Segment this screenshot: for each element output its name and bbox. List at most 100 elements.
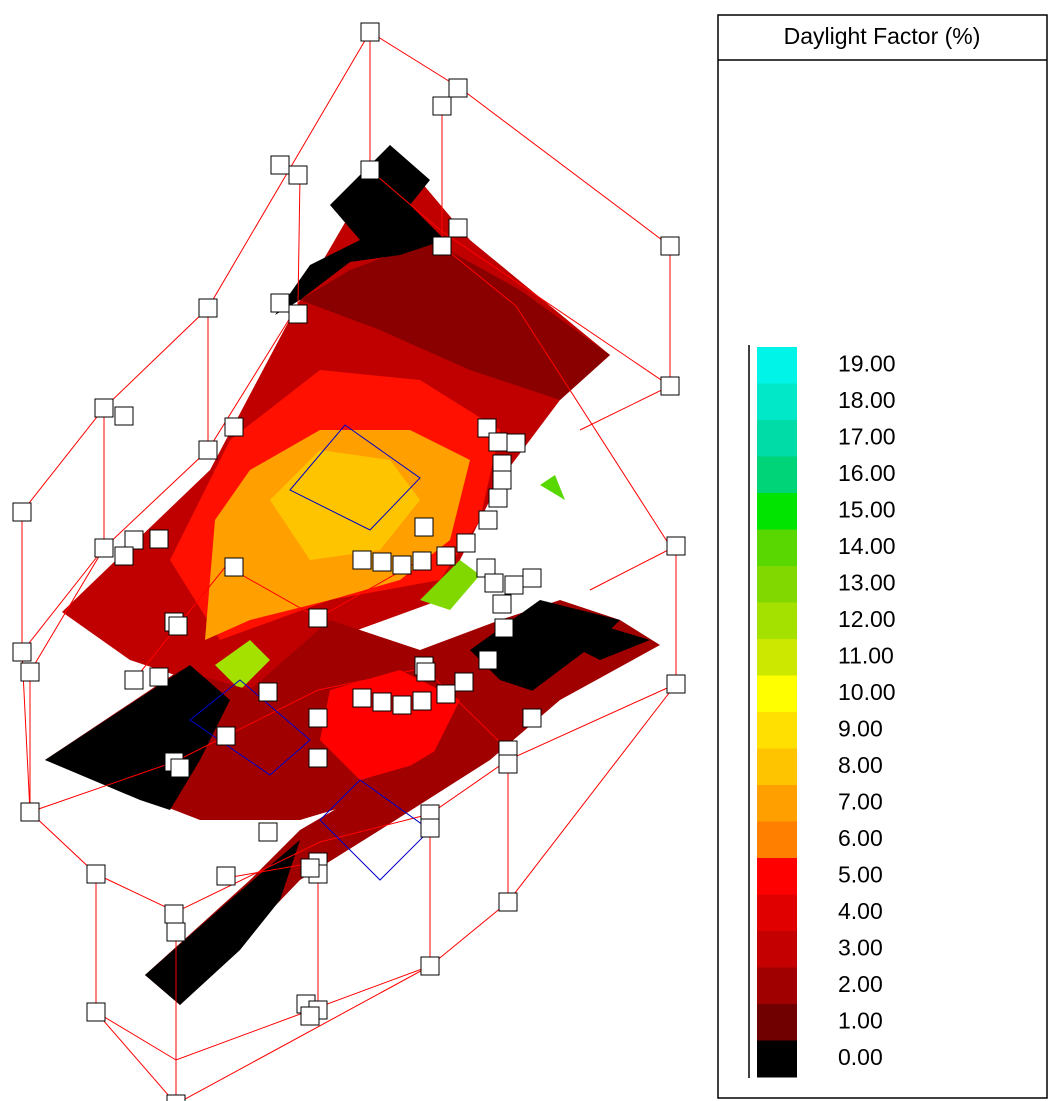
legend-label: 2.00 [838, 971, 883, 997]
node-handle [271, 156, 289, 174]
node-handle [87, 1003, 105, 1021]
node-handle [437, 685, 455, 703]
legend-swatch [757, 822, 797, 859]
node-handle [21, 663, 39, 681]
node-handle [433, 97, 451, 115]
node-handle [667, 537, 685, 555]
node-handle [259, 683, 277, 701]
node-handle [199, 441, 217, 459]
node-handle [353, 689, 371, 707]
node-handle [667, 675, 685, 693]
viewport: Daylight Factor (%) 19.0018.0017.0016.00… [0, 0, 1048, 1101]
node-handle [95, 539, 113, 557]
zone-green [540, 475, 565, 500]
legend-label: 4.00 [838, 898, 883, 924]
legend-swatch [757, 968, 797, 1005]
node-handle [413, 692, 431, 710]
node-handle [415, 518, 433, 536]
node-handle [150, 668, 168, 686]
legend-label: 10.00 [838, 679, 896, 705]
legend-swatch [757, 603, 797, 640]
node-handle [485, 574, 503, 592]
node-handle [217, 867, 235, 885]
node-handle [125, 671, 143, 689]
node-handle [171, 759, 189, 777]
legend-title: Daylight Factor (%) [784, 23, 981, 49]
node-handle [421, 819, 439, 837]
node-handle [361, 161, 379, 179]
node-handle [479, 651, 497, 669]
node-handle [167, 923, 185, 941]
node-handle [449, 79, 467, 97]
node-handle [373, 553, 391, 571]
legend-label: 3.00 [838, 934, 883, 960]
legend-label: 6.00 [838, 825, 883, 851]
model-view [0, 0, 710, 1101]
node-handle [455, 673, 473, 691]
node-handle [289, 305, 307, 323]
node-handle [499, 893, 517, 911]
node-handle [373, 693, 391, 711]
node-handle [413, 552, 431, 570]
node-handle [489, 433, 507, 451]
legend-label: 16.00 [838, 460, 896, 486]
node-handle [13, 643, 31, 661]
legend-swatch [757, 566, 797, 603]
node-handle [309, 749, 327, 767]
node-handle [505, 576, 523, 594]
node-handle [301, 1007, 319, 1025]
legend-swatch [757, 530, 797, 567]
legend-swatch [757, 676, 797, 713]
legend-label: 5.00 [838, 861, 883, 887]
node-handle [225, 418, 243, 436]
node-handle [393, 696, 411, 714]
node-handle [457, 534, 475, 552]
legend-swatch [757, 457, 797, 494]
node-handle [271, 294, 289, 312]
node-handle [95, 399, 113, 417]
legend-swatch [757, 384, 797, 421]
node-handle [449, 219, 467, 237]
legend-swatch [757, 931, 797, 968]
node-handle [169, 617, 187, 635]
legend-swatch [757, 712, 797, 749]
node-handle [661, 237, 679, 255]
node-handle [493, 471, 511, 489]
legend-label: 19.00 [838, 350, 896, 376]
node-handle [393, 556, 411, 574]
legend-label: 8.00 [838, 752, 883, 778]
node-handle [259, 823, 277, 841]
node-handle [125, 531, 143, 549]
legend-swatch [757, 1004, 797, 1041]
node-handle [309, 709, 327, 727]
legend-swatch [757, 639, 797, 676]
node-handle [493, 595, 511, 613]
node-handle [150, 530, 168, 548]
node-handle [523, 569, 541, 587]
node-handle [115, 407, 133, 425]
legend-label: 18.00 [838, 387, 896, 413]
node-handle [225, 558, 243, 576]
legend-swatch [757, 347, 797, 384]
legend-label: 7.00 [838, 788, 883, 814]
legend-swatch [757, 858, 797, 895]
node-handle [115, 547, 133, 565]
node-handle [199, 299, 217, 317]
node-handle [493, 455, 511, 473]
node-handle [167, 1095, 185, 1101]
node-handle [417, 663, 435, 681]
node-handle [353, 551, 371, 569]
node-handle [87, 865, 105, 883]
legend-swatch [757, 785, 797, 822]
legend-swatch [757, 895, 797, 932]
node-handle [217, 727, 235, 745]
legend-label: 13.00 [838, 569, 896, 595]
node-handle [361, 23, 379, 41]
node-handle [309, 609, 327, 627]
node-handle [523, 709, 541, 727]
node-handle [507, 434, 525, 452]
node-handle [495, 619, 513, 637]
legend-label: 11.00 [838, 642, 894, 668]
legend-swatch [757, 749, 797, 786]
node-handle [437, 547, 455, 565]
